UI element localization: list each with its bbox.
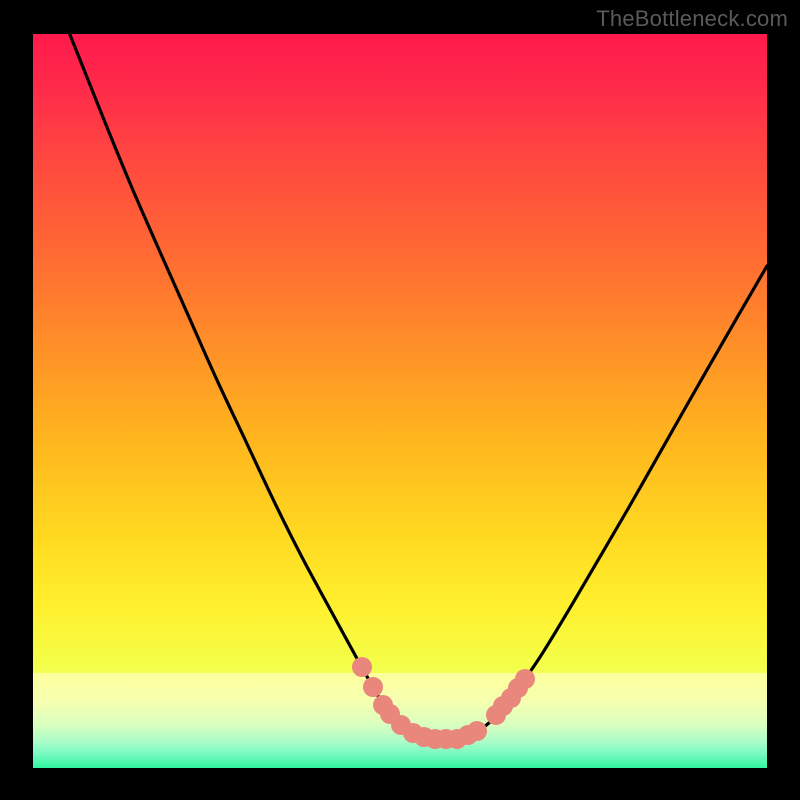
chart-stage: TheBottleneck.com: [0, 0, 800, 800]
plot-gradient-background: [33, 34, 767, 768]
watermark-text: TheBottleneck.com: [596, 6, 788, 32]
trough-marker: [352, 657, 372, 677]
trough-marker: [515, 669, 535, 689]
trough-marker: [467, 721, 487, 741]
